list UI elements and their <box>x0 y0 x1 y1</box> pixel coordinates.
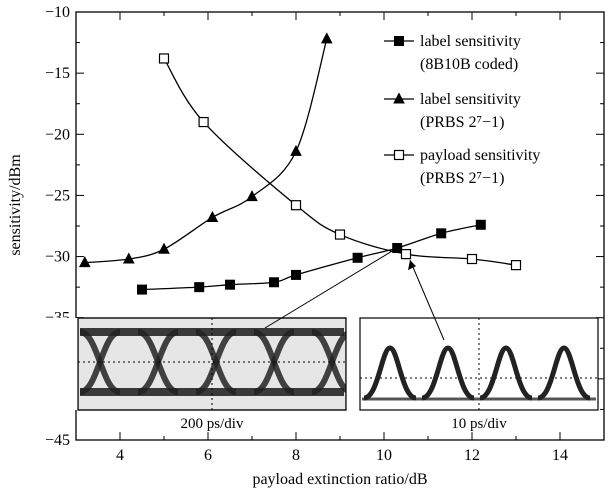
series-2 <box>78 32 333 268</box>
data-point <box>246 190 258 202</box>
data-point <box>269 277 279 288</box>
data-point <box>137 284 147 295</box>
data-point <box>198 116 209 128</box>
data-point <box>466 253 478 265</box>
data-point <box>194 282 205 293</box>
y-axis-label: sensitivity/dBm <box>7 154 24 256</box>
series-layer <box>78 32 522 295</box>
data-point <box>290 144 302 156</box>
data-point <box>158 53 170 64</box>
legend-label-line2: (PRBS 2⁷−1) <box>420 114 504 131</box>
eye-trace <box>195 329 237 395</box>
legend-marker <box>393 149 405 161</box>
insets: 200 ps/div 10 ps/div <box>18 247 599 432</box>
x-tick-label: 10 <box>376 447 392 464</box>
inset-pointer-2 <box>409 259 445 341</box>
y-tick-label: −45 <box>45 432 70 449</box>
legend-entry-1: label sensitivity (8B10B coded) <box>384 33 521 73</box>
data-point <box>225 279 235 290</box>
inset-caption-1: 200 ps/div <box>181 416 244 432</box>
data-point <box>352 252 363 263</box>
legend-marker <box>394 36 404 46</box>
series-3 <box>158 53 522 271</box>
pulse-trace <box>537 345 591 401</box>
data-point <box>400 249 412 260</box>
legend-label: label sensitivity <box>420 91 521 108</box>
x-axis-label: payload extinction ratio/dB <box>252 471 427 488</box>
y-tick-label: −15 <box>45 65 70 82</box>
data-point <box>436 228 447 239</box>
inset-pointer-1 <box>264 247 398 329</box>
legend-label: payload sensitivity <box>420 147 540 164</box>
data-point <box>475 219 486 230</box>
legend-entry-3: payload sensitivity (PRBS 2⁷−1) <box>384 147 540 187</box>
inset-eye-diagram-1: 200 ps/div <box>18 317 411 432</box>
x-tick-label: 6 <box>204 447 212 464</box>
legend: label sensitivity(8B10B coded)label sens… <box>384 33 540 187</box>
inset-caption-2: 10 ps/div <box>451 416 507 432</box>
y-tick-label: −30 <box>45 249 70 266</box>
series-line <box>84 38 328 264</box>
eye-top-rail <box>80 328 344 336</box>
data-point <box>334 229 346 240</box>
pulse-trace <box>363 345 417 401</box>
data-point <box>158 242 170 254</box>
inset-eye-diagram-2: 10 ps/div <box>359 317 599 432</box>
x-tick-label: 8 <box>292 447 300 464</box>
data-point <box>122 252 135 264</box>
data-point <box>78 256 91 268</box>
pulse-trace <box>421 345 475 401</box>
legend-label-line2: (8B10B coded) <box>420 56 518 73</box>
data-point <box>206 210 219 222</box>
data-point <box>291 269 301 280</box>
eye-bottom-rail <box>80 388 344 396</box>
y-tick-label: −25 <box>45 187 70 204</box>
legend-entry-2: label sensitivity (PRBS 2⁷−1) <box>384 91 521 131</box>
data-point <box>510 260 522 271</box>
y-tick-label: −10 <box>45 4 70 21</box>
inset-mask <box>18 318 78 410</box>
pulse-trace <box>479 345 533 401</box>
legend-label: label sensitivity <box>420 33 521 50</box>
x-tick-label: 14 <box>552 447 568 464</box>
inset-pointer-2-arrowhead <box>408 260 416 271</box>
data-point <box>290 200 302 211</box>
x-tick-label: 12 <box>464 447 480 464</box>
x-tick-label: 4 <box>116 447 124 464</box>
legend-marker <box>393 92 405 104</box>
legend-label-line2: (PRBS 2⁷−1) <box>420 170 504 187</box>
data-point <box>320 32 333 44</box>
y-tick-label: −20 <box>45 126 70 143</box>
series-1 <box>137 219 486 295</box>
